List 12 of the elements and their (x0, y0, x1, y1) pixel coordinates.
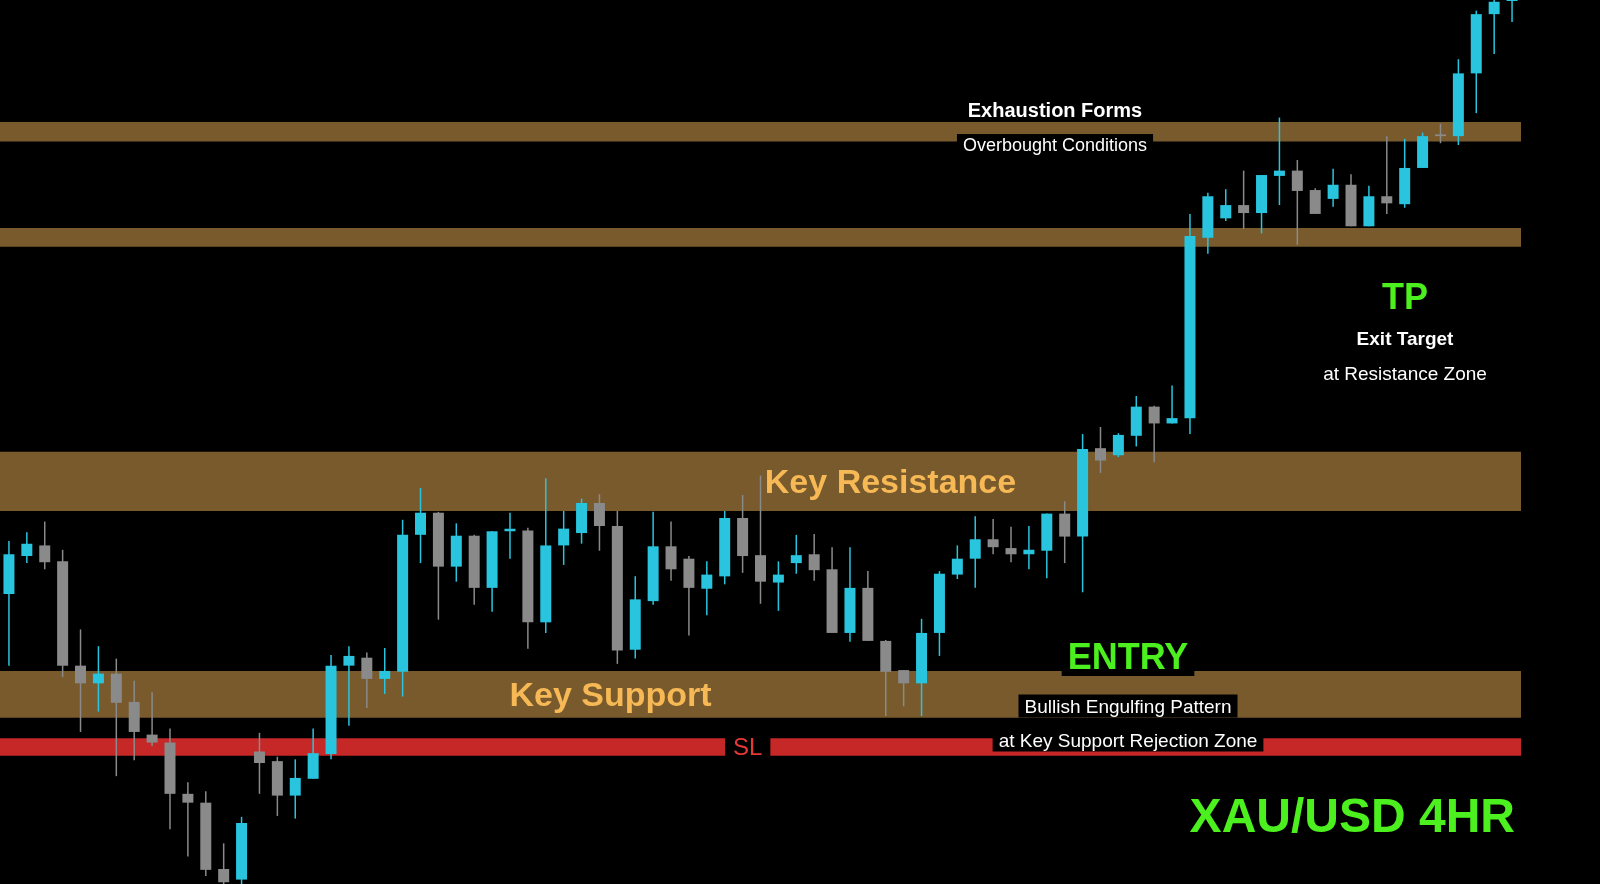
annotation: TP (1381, 275, 1429, 317)
annotation: Bullish Engulfing Pattern (1024, 695, 1232, 717)
band-label: SL (733, 733, 763, 761)
annotation: ENTRY (1067, 635, 1189, 677)
band-label: Key Support (509, 675, 712, 714)
annotation: at Key Support Rejection Zone (998, 729, 1258, 751)
annotation: Exit Target (1356, 327, 1455, 349)
annotation: Overbought Conditions (962, 135, 1148, 155)
annotation: at Resistance Zone (1323, 362, 1487, 384)
band-label: Key Resistance (764, 462, 1017, 501)
annotation: Exhaustion Forms (967, 99, 1143, 121)
text: XAU/USD 4HR (1189, 788, 1516, 842)
